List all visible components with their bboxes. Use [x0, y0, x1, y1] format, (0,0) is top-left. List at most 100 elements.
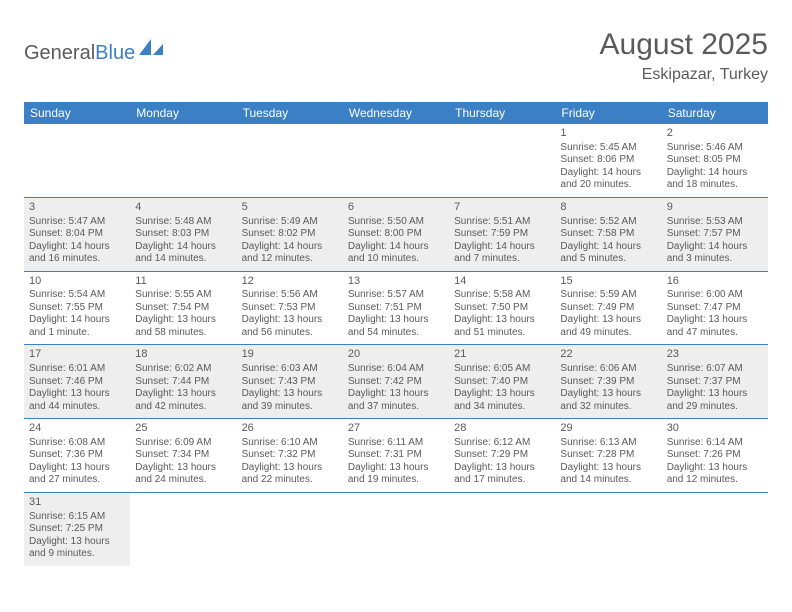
day-cell: 2Sunrise: 5:46 AMSunset: 8:05 PMDaylight… [662, 124, 768, 197]
sunrise-line: Sunrise: 6:15 AM [29, 511, 125, 524]
day-number: 13 [348, 275, 444, 289]
day-cell: 3Sunrise: 5:47 AMSunset: 8:04 PMDaylight… [24, 197, 130, 271]
logo-prefix: General [24, 42, 95, 64]
empty-cell [449, 492, 555, 565]
daylight-line: Daylight: 14 hours and 12 minutes. [242, 241, 338, 266]
location-label: Eskipazar, Turkey [600, 66, 768, 84]
empty-cell [449, 124, 555, 197]
sunrise-line: Sunrise: 6:03 AM [242, 363, 338, 376]
day-cell: 24Sunrise: 6:08 AMSunset: 7:36 PMDayligh… [24, 419, 130, 493]
sunrise-line: Sunrise: 5:58 AM [454, 289, 550, 302]
daylight-line: Daylight: 13 hours and 34 minutes. [454, 388, 550, 413]
daylight-line: Daylight: 13 hours and 39 minutes. [242, 388, 338, 413]
daylight-line: Daylight: 13 hours and 37 minutes. [348, 388, 444, 413]
day-cell: 17Sunrise: 6:01 AMSunset: 7:46 PMDayligh… [24, 345, 130, 419]
sunset-line: Sunset: 8:05 PM [667, 154, 763, 167]
sunrise-line: Sunrise: 5:47 AM [29, 216, 125, 229]
daylight-line: Daylight: 14 hours and 20 minutes. [560, 167, 656, 192]
day-number: 17 [29, 348, 125, 362]
daylight-line: Daylight: 13 hours and 29 minutes. [667, 388, 763, 413]
sail-icon [137, 37, 165, 57]
daylight-line: Daylight: 13 hours and 32 minutes. [560, 388, 656, 413]
daylight-line: Daylight: 13 hours and 58 minutes. [135, 314, 231, 339]
sunset-line: Sunset: 7:40 PM [454, 376, 550, 389]
day-cell: 14Sunrise: 5:58 AMSunset: 7:50 PMDayligh… [449, 271, 555, 345]
sunset-line: Sunset: 7:55 PM [29, 302, 125, 315]
logo-text: GeneralBlue [24, 42, 135, 65]
day-cell: 27Sunrise: 6:11 AMSunset: 7:31 PMDayligh… [343, 419, 449, 493]
daylight-line: Daylight: 13 hours and 19 minutes. [348, 462, 444, 487]
day-number: 30 [667, 422, 763, 436]
daylight-line: Daylight: 14 hours and 5 minutes. [560, 241, 656, 266]
daylight-line: Daylight: 13 hours and 27 minutes. [29, 462, 125, 487]
daylight-line: Daylight: 13 hours and 14 minutes. [560, 462, 656, 487]
sunrise-line: Sunrise: 5:55 AM [135, 289, 231, 302]
logo-suffix: Blue [95, 42, 135, 64]
day-number: 15 [560, 275, 656, 289]
day-cell: 26Sunrise: 6:10 AMSunset: 7:32 PMDayligh… [237, 419, 343, 493]
sunset-line: Sunset: 7:54 PM [135, 302, 231, 315]
sunset-line: Sunset: 7:29 PM [454, 449, 550, 462]
daylight-line: Daylight: 14 hours and 14 minutes. [135, 241, 231, 266]
sunrise-line: Sunrise: 5:52 AM [560, 216, 656, 229]
sunrise-line: Sunrise: 6:08 AM [29, 437, 125, 450]
sunrise-line: Sunrise: 6:13 AM [560, 437, 656, 450]
sunset-line: Sunset: 7:53 PM [242, 302, 338, 315]
daylight-line: Daylight: 13 hours and 56 minutes. [242, 314, 338, 339]
sunset-line: Sunset: 7:47 PM [667, 302, 763, 315]
day-header: Monday [130, 102, 236, 124]
day-number: 2 [667, 127, 763, 141]
sunset-line: Sunset: 7:42 PM [348, 376, 444, 389]
sunset-line: Sunset: 7:34 PM [135, 449, 231, 462]
day-number: 21 [454, 348, 550, 362]
calendar-row: 24Sunrise: 6:08 AMSunset: 7:36 PMDayligh… [24, 419, 768, 493]
sunrise-line: Sunrise: 6:09 AM [135, 437, 231, 450]
sunset-line: Sunset: 7:25 PM [29, 523, 125, 536]
day-header: Friday [555, 102, 661, 124]
day-number: 8 [560, 201, 656, 215]
day-number: 28 [454, 422, 550, 436]
sunset-line: Sunset: 7:36 PM [29, 449, 125, 462]
sunrise-line: Sunrise: 6:02 AM [135, 363, 231, 376]
daylight-line: Daylight: 14 hours and 18 minutes. [667, 167, 763, 192]
daylight-line: Daylight: 13 hours and 42 minutes. [135, 388, 231, 413]
logo: GeneralBlue [24, 42, 165, 65]
sunrise-line: Sunrise: 6:11 AM [348, 437, 444, 450]
day-header: Wednesday [343, 102, 449, 124]
daylight-line: Daylight: 13 hours and 17 minutes. [454, 462, 550, 487]
day-number: 6 [348, 201, 444, 215]
day-cell: 16Sunrise: 6:00 AMSunset: 7:47 PMDayligh… [662, 271, 768, 345]
month-title: August 2025 [600, 28, 768, 62]
day-number: 19 [242, 348, 338, 362]
day-number: 14 [454, 275, 550, 289]
day-cell: 19Sunrise: 6:03 AMSunset: 7:43 PMDayligh… [237, 345, 343, 419]
sunset-line: Sunset: 7:32 PM [242, 449, 338, 462]
sunrise-line: Sunrise: 6:05 AM [454, 363, 550, 376]
empty-cell [237, 492, 343, 565]
day-cell: 28Sunrise: 6:12 AMSunset: 7:29 PMDayligh… [449, 419, 555, 493]
calendar-row: 3Sunrise: 5:47 AMSunset: 8:04 PMDaylight… [24, 197, 768, 271]
day-number: 18 [135, 348, 231, 362]
sunrise-line: Sunrise: 5:48 AM [135, 216, 231, 229]
empty-cell [343, 492, 449, 565]
sunrise-line: Sunrise: 5:54 AM [29, 289, 125, 302]
empty-cell [130, 492, 236, 565]
day-cell: 6Sunrise: 5:50 AMSunset: 8:00 PMDaylight… [343, 197, 449, 271]
day-cell: 23Sunrise: 6:07 AMSunset: 7:37 PMDayligh… [662, 345, 768, 419]
sunrise-line: Sunrise: 6:04 AM [348, 363, 444, 376]
sunset-line: Sunset: 8:00 PM [348, 228, 444, 241]
day-number: 3 [29, 201, 125, 215]
calendar-row: 31Sunrise: 6:15 AMSunset: 7:25 PMDayligh… [24, 492, 768, 565]
day-header: Thursday [449, 102, 555, 124]
day-header: Sunday [24, 102, 130, 124]
day-cell: 30Sunrise: 6:14 AMSunset: 7:26 PMDayligh… [662, 419, 768, 493]
sunrise-line: Sunrise: 6:00 AM [667, 289, 763, 302]
daylight-line: Daylight: 13 hours and 44 minutes. [29, 388, 125, 413]
day-number: 5 [242, 201, 338, 215]
daylight-line: Daylight: 13 hours and 47 minutes. [667, 314, 763, 339]
empty-cell [343, 124, 449, 197]
sunset-line: Sunset: 7:51 PM [348, 302, 444, 315]
calendar-table: SundayMondayTuesdayWednesdayThursdayFrid… [24, 102, 768, 566]
sunrise-line: Sunrise: 5:53 AM [667, 216, 763, 229]
sunrise-line: Sunrise: 5:56 AM [242, 289, 338, 302]
